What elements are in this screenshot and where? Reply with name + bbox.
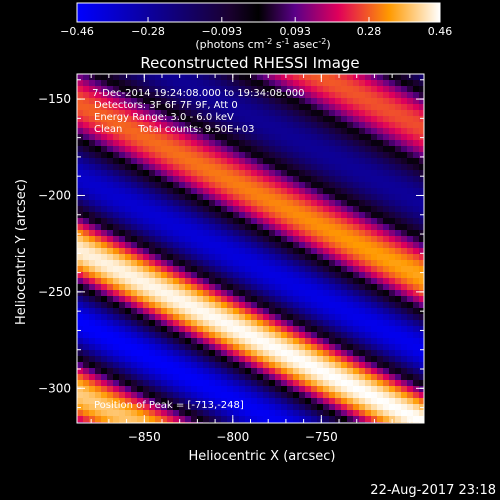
peak-position-label: Position of Peak = [-713,-248] [94, 400, 244, 411]
annotation-energy-range: Energy Range: 3.0 - 6.0 keV [94, 112, 234, 123]
colorbar-tick-label: 0.28 [357, 25, 382, 38]
y-axis-label: Heliocentric Y (arcsec) [14, 179, 29, 325]
x-tick-label: −800 [216, 430, 249, 444]
chart-title: Reconstructed RHESSI Image [140, 54, 359, 72]
colorbar-unit-label: (photons cm-2 s-1 asec-2) [195, 37, 330, 51]
colorbar-tick-label: −0.28 [131, 25, 165, 38]
annotation-block: 7-Dec-2014 19:24:08.000 to 19:34:08.000 … [89, 88, 305, 135]
colorbar: −0.46 −0.28 −0.093 0.093 0.28 0.46 (photons c… [60, 2, 452, 51]
x-axis: −850 −800 −750 [90, 74, 411, 444]
timestamp: 22-Aug-2017 23:18 [370, 483, 496, 498]
colorbar-tick-label: −0.093 [201, 25, 242, 38]
y-tick-label: −250 [38, 285, 71, 299]
colorbar-ticks: −0.46 −0.28 −0.093 0.093 0.28 0.46 [60, 17, 452, 38]
x-axis-label: Heliocentric X (arcsec) [189, 449, 336, 464]
annotation-time-range: 7-Dec-2014 19:24:08.000 to 19:34:08.000 [89, 88, 305, 99]
colorbar-tick-label: 0.46 [428, 25, 453, 38]
x-tick-label: −750 [305, 430, 338, 444]
x-tick-label: −850 [128, 430, 161, 444]
annotation-detectors: Detectors: 3F 6F 7F 9F, Att 0 [94, 100, 238, 111]
y-axis: −150 −200 −250 −300 [38, 79, 424, 409]
colorbar-tick-label: −0.46 [60, 25, 94, 38]
y-tick-label: −300 [38, 381, 71, 395]
colorbar-gradient [76, 2, 441, 23]
y-tick-label: −200 [38, 188, 71, 202]
colorbar-tick-label: 0.093 [279, 25, 311, 38]
annotation-total-counts: Clean Total counts: 9.50E+03 [94, 124, 254, 135]
heatmap-image [77, 74, 424, 423]
y-tick-label: −150 [38, 92, 71, 106]
